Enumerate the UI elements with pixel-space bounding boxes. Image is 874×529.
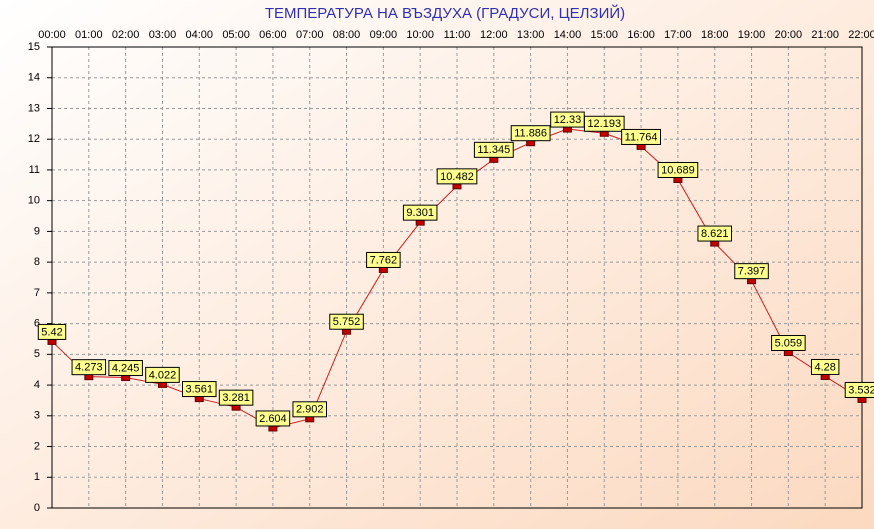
x-tick-label: 01:00 <box>75 29 103 41</box>
value-label: 7.762 <box>370 254 398 266</box>
x-tick-label: 10:00 <box>406 29 434 41</box>
value-label: 8.621 <box>701 228 729 240</box>
value-label-box <box>473 141 514 158</box>
value-label: 5.059 <box>775 337 803 349</box>
value-label-box <box>621 128 662 145</box>
y-tick-label: 13 <box>28 102 40 114</box>
y-tick-label: 9 <box>34 225 40 237</box>
x-tick-label: 14:00 <box>554 29 582 41</box>
value-label-box <box>329 313 364 330</box>
y-tick-label: 0 <box>34 502 40 514</box>
value-label: 4.273 <box>75 362 103 374</box>
y-tick-label: 4 <box>34 379 40 391</box>
y-tick-label: 11 <box>29 164 40 176</box>
value-label: 2.902 <box>296 404 324 416</box>
value-label-box <box>366 251 401 268</box>
value-label-box <box>436 168 478 185</box>
x-tick-label: 05:00 <box>222 29 250 41</box>
x-tick-label: 15:00 <box>591 29 619 41</box>
value-label: 10.689 <box>661 164 695 176</box>
y-tick-label: 8 <box>34 256 40 268</box>
x-tick-label: 03:00 <box>149 29 177 41</box>
x-tick-label: 09:00 <box>370 29 398 41</box>
y-tick-label: 1 <box>34 471 40 483</box>
value-label-box <box>71 359 107 376</box>
plot-border <box>51 46 863 509</box>
value-label-box <box>292 401 327 418</box>
value-label: 11.764 <box>625 131 658 143</box>
value-label: 4.28 <box>814 361 835 373</box>
value-label: 3.561 <box>186 383 214 395</box>
x-tick-label: 16:00 <box>627 29 655 41</box>
value-label: 11.886 <box>514 128 547 140</box>
value-label-box <box>510 125 551 142</box>
value-label: 11.345 <box>477 144 510 156</box>
value-label-box <box>771 335 806 352</box>
x-tick-label: 12:00 <box>480 29 508 41</box>
x-tick-label: 21:00 <box>811 29 839 41</box>
y-tick-label: 10 <box>28 195 40 207</box>
x-tick-label: 17:00 <box>664 29 692 41</box>
value-label-box <box>182 381 217 398</box>
x-tick-label: 19:00 <box>738 29 766 41</box>
value-label-box <box>255 410 291 427</box>
value-label: 12.193 <box>587 118 621 130</box>
value-label: 9.301 <box>406 207 434 219</box>
value-label-box <box>218 389 254 406</box>
x-tick-label: 04:00 <box>186 29 214 41</box>
x-tick-label: 07:00 <box>296 29 324 41</box>
y-tick-label: 14 <box>28 72 40 84</box>
y-tick-label: 12 <box>28 133 40 145</box>
y-tick-label: 3 <box>34 410 40 422</box>
value-label-box <box>657 161 699 178</box>
x-tick-label: 06:00 <box>259 29 287 41</box>
x-tick-label: 22:00 <box>848 29 874 41</box>
chart-title: ТЕМПЕРАТУРА НА ВЪЗДУХА (ГРАДУСИ, ЦЕЛЗИЙ) <box>265 4 625 22</box>
value-label: 2.604 <box>259 413 287 425</box>
value-label: 4.245 <box>112 362 140 374</box>
value-label: 3.281 <box>222 392 250 404</box>
value-label-box <box>108 360 143 377</box>
value-label: 4.022 <box>149 369 177 381</box>
value-label-box <box>37 323 67 340</box>
value-label-box <box>583 115 625 132</box>
value-label-box <box>697 225 732 242</box>
value-label-box <box>844 381 874 398</box>
value-label: 5.42 <box>41 326 62 338</box>
value-label-box <box>145 366 180 383</box>
value-label: 3.532 <box>848 384 874 396</box>
x-tick-label: 18:00 <box>701 29 729 41</box>
y-tick-label: 2 <box>34 440 40 452</box>
value-label-box <box>810 358 840 375</box>
x-tick-label: 08:00 <box>333 29 361 41</box>
value-label: 5.752 <box>333 316 361 328</box>
x-tick-label: 20:00 <box>775 29 803 41</box>
value-label: 7.397 <box>738 266 766 278</box>
value-label: 10.482 <box>440 171 474 183</box>
y-tick-label: 5 <box>34 348 40 360</box>
x-tick-label: 00:00 <box>38 29 66 41</box>
y-tick-label: 15 <box>28 41 40 53</box>
x-tick-label: 11:00 <box>444 29 471 41</box>
y-tick-label: 6 <box>34 318 40 330</box>
value-label-box <box>402 204 438 221</box>
y-tick-label: 7 <box>34 287 40 299</box>
x-tick-label: 02:00 <box>112 29 140 41</box>
x-tick-label: 13:00 <box>517 29 545 41</box>
value-label-box <box>734 263 769 280</box>
value-label: 12.33 <box>554 114 582 126</box>
